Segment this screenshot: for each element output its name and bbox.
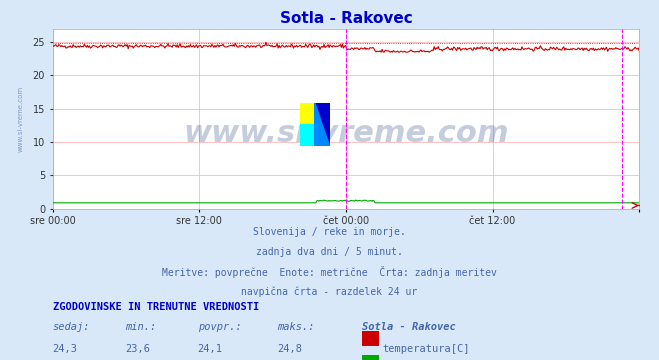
Text: www.si-vreme.com: www.si-vreme.com [183, 119, 509, 148]
Text: navpična črta - razdelek 24 ur: navpična črta - razdelek 24 ur [241, 286, 418, 297]
Text: Sotla - Rakovec: Sotla - Rakovec [362, 322, 456, 332]
Title: Sotla - Rakovec: Sotla - Rakovec [279, 11, 413, 26]
Bar [300, 103, 315, 124]
Text: sedaj:: sedaj: [53, 322, 90, 332]
Text: temperatura[C]: temperatura[C] [382, 344, 470, 354]
Bar [315, 103, 330, 146]
Text: zadnja dva dni / 5 minut.: zadnja dva dni / 5 minut. [256, 247, 403, 257]
Bar [300, 124, 315, 146]
Text: Meritve: povprečne  Enote: metrične  Črta: zadnja meritev: Meritve: povprečne Enote: metrične Črta:… [162, 266, 497, 278]
Text: 24,1: 24,1 [198, 344, 223, 354]
Text: 24,3: 24,3 [53, 344, 78, 354]
Text: povpr.:: povpr.: [198, 322, 241, 332]
Text: Slovenija / reke in morje.: Slovenija / reke in morje. [253, 227, 406, 237]
Text: min.:: min.: [125, 322, 156, 332]
Text: ZGODOVINSKE IN TRENUTNE VREDNOSTI: ZGODOVINSKE IN TRENUTNE VREDNOSTI [53, 302, 259, 312]
Text: maks.:: maks.: [277, 322, 314, 332]
Text: 23,6: 23,6 [125, 344, 150, 354]
Text: 24,8: 24,8 [277, 344, 302, 354]
Polygon shape [315, 103, 330, 146]
Text: www.si-vreme.com: www.si-vreme.com [17, 86, 24, 152]
